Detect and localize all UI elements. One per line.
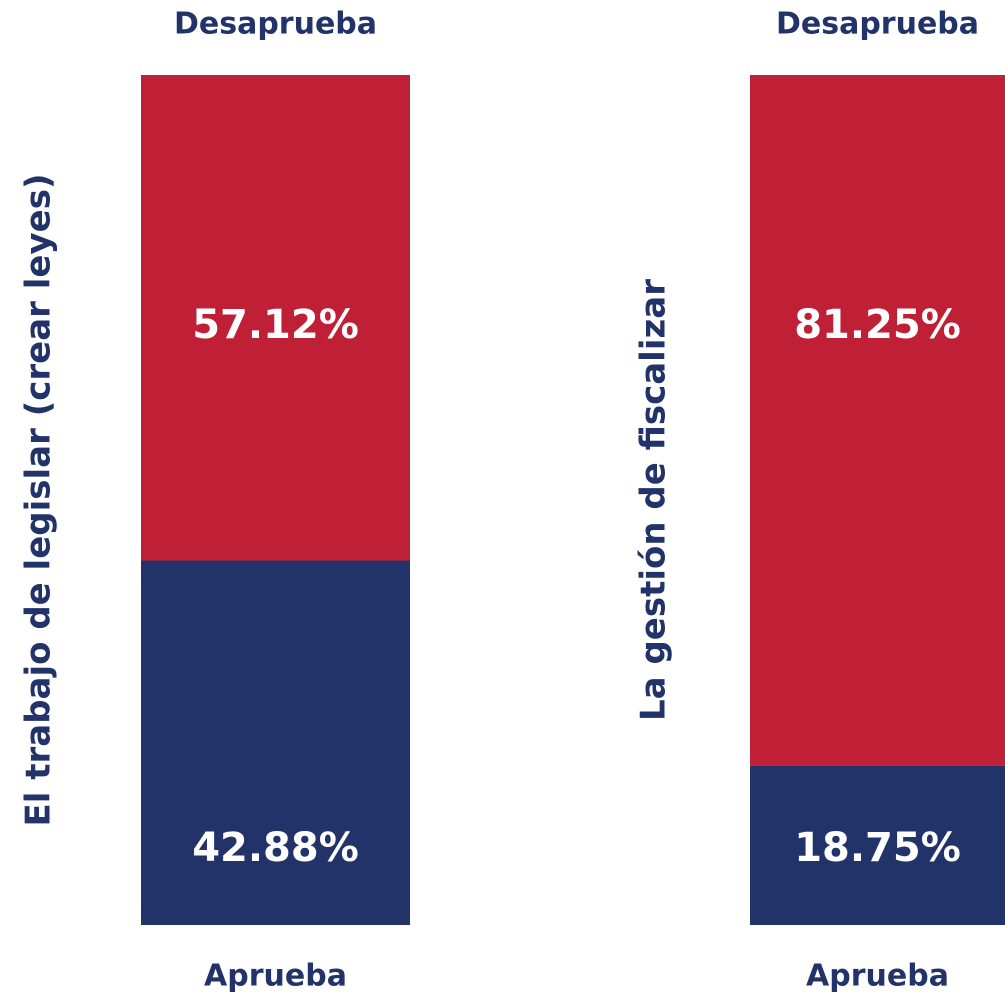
series-label: Desaprueba [174, 7, 377, 42]
y-axis-label: La gestión de fiscalizar [634, 279, 674, 721]
y-axis-label: El trabajo de legislar (crear leyes) [19, 174, 59, 827]
value-label: 57.12% [192, 302, 359, 348]
value-label: 42.88% [192, 825, 359, 871]
series-label: Aprueba [204, 959, 347, 994]
bar-segment [750, 765, 1005, 925]
bar-segment [141, 75, 410, 561]
bar-segment [141, 560, 410, 925]
series-label: Aprueba [806, 959, 949, 994]
value-label: 18.75% [794, 825, 961, 871]
bar-segment [750, 75, 1005, 766]
series-label: Desaprueba [776, 7, 979, 42]
value-label: 81.25% [794, 302, 961, 348]
